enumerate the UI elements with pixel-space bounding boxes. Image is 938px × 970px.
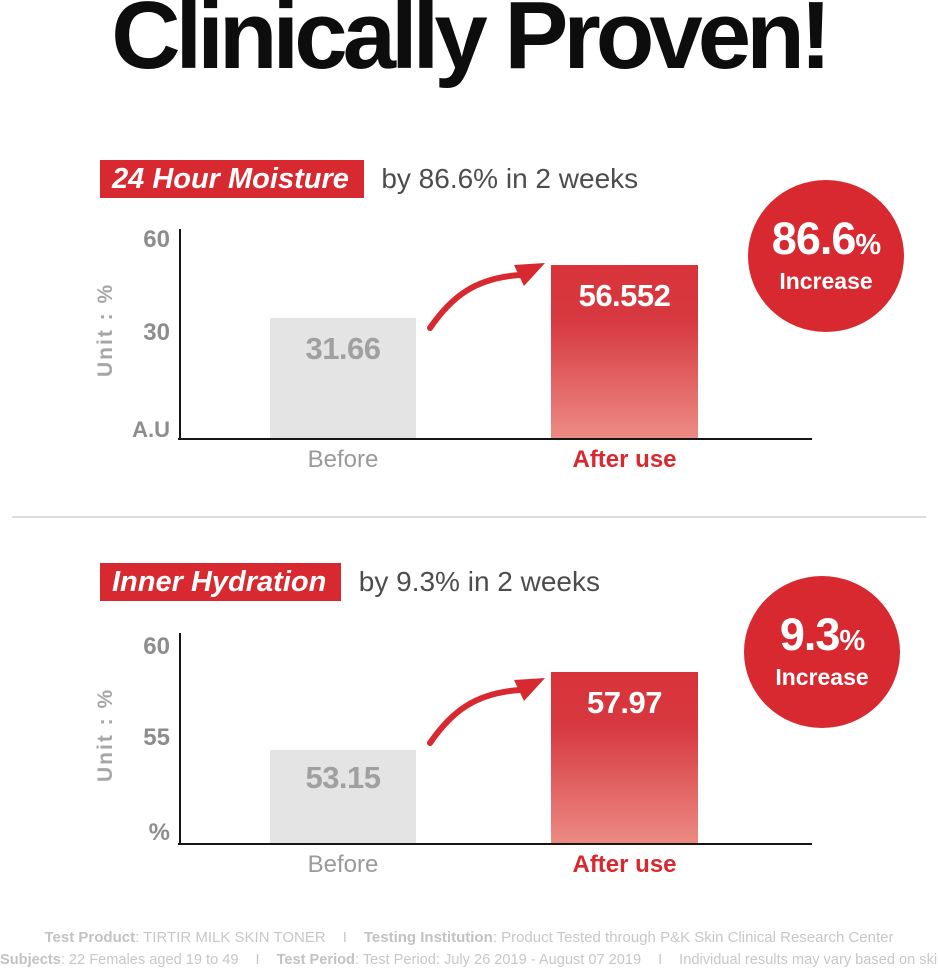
chart-subtitle: by 9.3% in 2 weeks	[358, 566, 601, 597]
increase-number: 9.3	[779, 609, 841, 660]
test-product-value: : TIRTIR MILK SKIN TONER	[135, 929, 326, 946]
chart-section-inner-hydration: Inner Hydration by 9.3% in 2 weeks 9.3% …	[0, 545, 938, 895]
increase-circle-badge: 9.3% Increase	[744, 576, 900, 728]
percent-sign: %	[855, 229, 881, 261]
chart-title-badge: Inner Hydration	[100, 563, 342, 601]
x-axis-label-before: Before	[307, 446, 379, 473]
increase-label: Increase	[779, 268, 873, 294]
bar-value-label: 57.97	[586, 685, 663, 720]
increase-number: 86.6	[771, 213, 857, 264]
bar-value-label: 53.15	[305, 760, 381, 795]
test-product-label: Test Product	[44, 929, 136, 946]
x-axis-label-before: Before	[307, 851, 379, 878]
y-axis-line	[179, 633, 181, 845]
chart-header: 24 Hour Moisture by 86.6% in 2 weeks	[100, 160, 638, 198]
y-axis-tick: 30	[143, 319, 170, 346]
footer-disclaimer: Individual results may vary based on ski…	[679, 952, 938, 968]
footer-separator: I	[658, 952, 663, 968]
footer-line-1: Test Product: TIRTIR MILK SKIN TONER I Tes…	[0, 929, 938, 946]
y-axis-tick: A.U	[132, 417, 170, 442]
x-axis-line	[178, 438, 812, 440]
x-axis-line	[178, 843, 812, 845]
bar-value-label: 31.66	[305, 331, 381, 366]
before-bar: 53.15	[270, 750, 416, 843]
chart-subtitle: by 86.6% in 2 weeks	[381, 163, 639, 194]
footer-separator: I	[342, 929, 347, 946]
y-axis-tick: 60	[143, 226, 170, 253]
y-axis-line	[179, 229, 181, 440]
increase-value: 9.3%	[744, 612, 900, 664]
increase-value: 86.6%	[748, 216, 904, 268]
subjects-label: Subjects	[0, 952, 61, 968]
chart-header: Inner Hydration by 9.3% in 2 weeks	[100, 563, 600, 601]
increase-arrow-icon	[427, 678, 545, 746]
page-title: Clinically Proven!	[111, 0, 832, 89]
test-period-value: : Test Period: July 26 2019 - August 07 …	[354, 952, 642, 968]
before-bar: 31.66	[270, 318, 416, 438]
test-period-label: Test Period	[276, 952, 355, 968]
footer-line-2: Subjects: 22 Females aged 19 to 49 I Test …	[0, 952, 938, 968]
percent-sign: %	[839, 625, 865, 657]
subjects-value: : 22 Females aged 19 to 49	[60, 952, 239, 968]
y-axis-tick: 60	[143, 633, 170, 660]
y-axis-tick: 55	[143, 724, 170, 751]
y-axis-tick: %	[148, 819, 170, 846]
after-use-bar: 56.552	[551, 265, 698, 438]
x-axis-label-after-use: After use	[572, 851, 677, 878]
chart-section-24h-moisture: 24 Hour Moisture by 86.6% in 2 weeks 86.…	[0, 140, 938, 490]
increase-circle-badge: 86.6% Increase	[748, 180, 904, 332]
increase-label: Increase	[775, 664, 869, 690]
footer-separator: I	[255, 952, 260, 968]
chart-title-badge: 24 Hour Moisture	[100, 160, 364, 198]
increase-arrow-icon	[427, 263, 545, 331]
bar-value-label: 56.552	[578, 278, 671, 313]
after-use-bar: 57.97	[551, 672, 698, 843]
x-axis-label-after-use: After use	[572, 446, 677, 473]
section-divider	[12, 516, 926, 518]
testing-institution-value: : Product Tested through P&K Skin Clinic…	[492, 929, 894, 946]
testing-institution-label: Testing Institution	[363, 929, 493, 946]
